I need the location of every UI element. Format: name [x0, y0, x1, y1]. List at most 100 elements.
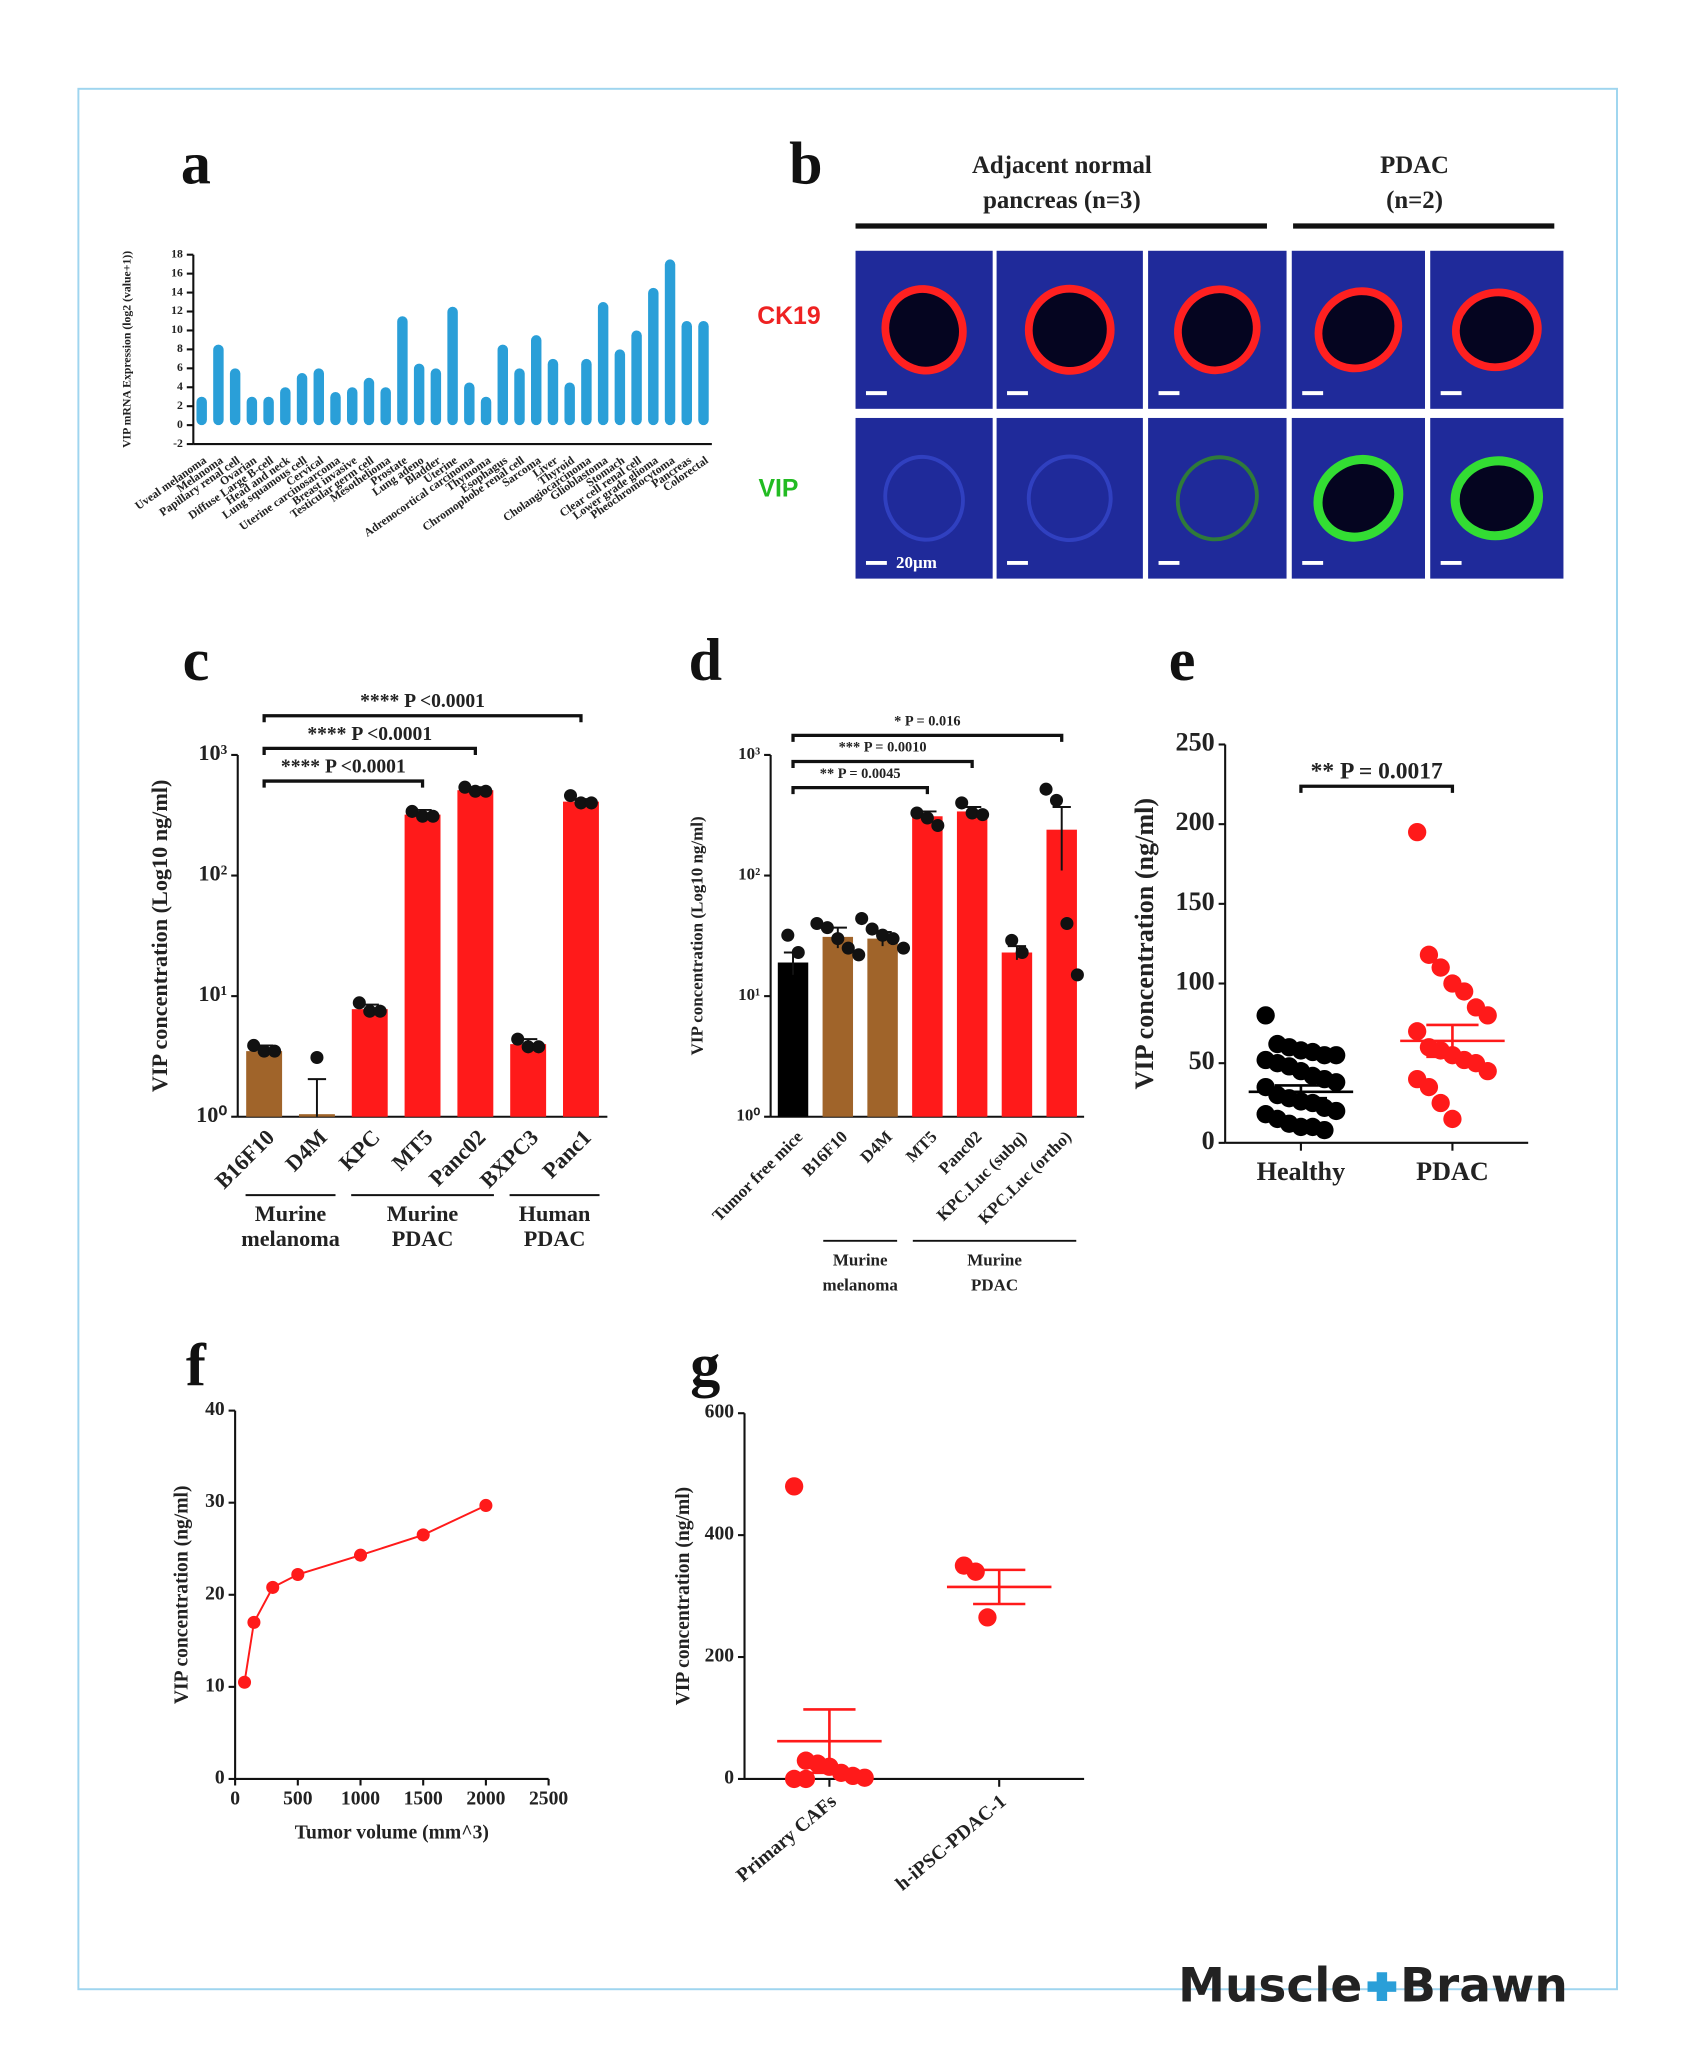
y-axis-label: VIP concentration (ng/ml) [1130, 798, 1159, 1090]
strip [514, 368, 525, 426]
data-point [405, 804, 419, 818]
strip [397, 316, 408, 426]
x-tick-label: Primary CAFs [733, 1791, 841, 1887]
strip [464, 382, 475, 426]
sig-bracket [262, 779, 425, 788]
strip [698, 320, 709, 426]
panel-letter: f [186, 1331, 207, 1398]
x-tick-label: 0 [230, 1788, 240, 1809]
data-point [416, 1528, 430, 1542]
y-tick-label: 200 [1176, 807, 1215, 836]
data-point [310, 1050, 324, 1065]
strip [347, 387, 358, 426]
error-bar [1052, 806, 1071, 871]
sig-label: ** P = 0.0045 [820, 766, 901, 782]
x-tick-label: D4M [280, 1124, 332, 1176]
data-point [1408, 1022, 1427, 1041]
y-tick-label: 10³ [198, 740, 227, 765]
x-tick-label: 500 [283, 1788, 313, 1809]
y-axis-label: VIP concentration (ng/ml) [171, 1485, 192, 1704]
strip [531, 335, 542, 426]
data-point [458, 780, 472, 794]
duct [1174, 285, 1261, 375]
data-point [237, 1675, 252, 1689]
y-axis-label: VIP concentration (Log10 ng/ml) [688, 816, 707, 1055]
group-label: PDAC [392, 1226, 454, 1251]
strip [614, 349, 626, 426]
data-point [1419, 945, 1439, 964]
y-tick-label: 18 [171, 247, 183, 260]
data-point [1443, 1109, 1462, 1129]
strip [664, 259, 676, 426]
strip [564, 382, 575, 426]
data-point [920, 811, 934, 825]
y-tick-label: 10² [738, 864, 760, 883]
y-tick-label: 30 [205, 1491, 225, 1512]
strip [413, 363, 425, 426]
strip [547, 358, 559, 426]
strip [229, 368, 241, 426]
strip [380, 387, 391, 426]
duct [1024, 284, 1115, 375]
y-tick-label: 6 [177, 361, 183, 374]
y-tick-label: 10 [171, 323, 183, 336]
data-point [1049, 793, 1064, 807]
data-point [820, 921, 834, 935]
bar [246, 1051, 283, 1117]
data-point [876, 928, 890, 942]
strip [263, 396, 274, 426]
y-tick-label: 0 [1202, 1126, 1215, 1155]
logo: Muscle Brawn [1178, 1959, 1568, 2014]
data-point [931, 818, 945, 833]
data-point [247, 1038, 261, 1052]
bar [956, 811, 988, 1117]
x-tick-label: Panc1 [537, 1124, 596, 1183]
bar [457, 790, 494, 1117]
sig-label: **** P <0.0001 [307, 724, 432, 745]
logo-plus [1376, 1972, 1388, 2001]
data-point [511, 1032, 525, 1046]
data-point [1478, 1006, 1497, 1025]
data-point [1015, 945, 1029, 960]
y-tick-label: 14 [171, 285, 183, 298]
strip [447, 306, 458, 426]
data-point [584, 796, 598, 810]
data-point [426, 809, 440, 823]
x-tick-label: MT5 [902, 1127, 941, 1166]
data-point [966, 1562, 985, 1581]
y-tick-label: 0 [215, 1767, 225, 1788]
data-point [1455, 982, 1474, 1001]
duct [1450, 456, 1544, 541]
data-point [257, 1044, 271, 1058]
y-tick-label: 8 [177, 342, 183, 355]
data-point [291, 1567, 305, 1582]
data-point [1315, 1120, 1334, 1140]
bar [351, 1009, 388, 1117]
bar [777, 962, 809, 1117]
group-label: melanoma [822, 1275, 898, 1294]
duct [881, 285, 967, 375]
logo-text: Brawn [1400, 1959, 1568, 2014]
y-tick-label: 0 [724, 1767, 734, 1788]
data-point [965, 806, 979, 820]
panel-letter: b [789, 130, 822, 197]
group-label: Murine [387, 1201, 459, 1226]
bar [404, 814, 441, 1117]
sig-bracket [262, 746, 477, 755]
y-axis-label: VIP concentration (Log10 ng/ml) [147, 780, 172, 1092]
data-point [266, 1580, 280, 1594]
data-point [1256, 1006, 1275, 1025]
sig-bracket [791, 759, 974, 768]
x-tick-label: 1000 [341, 1788, 380, 1809]
data-point [810, 916, 824, 931]
bar [822, 936, 854, 1117]
data-point [955, 796, 969, 810]
strip [597, 302, 609, 426]
y-tick-label: 10⁰ [736, 1106, 760, 1125]
bar [867, 938, 898, 1117]
data-point [1478, 1062, 1497, 1081]
row-label: VIP [758, 475, 798, 502]
y-tick-label: 0 [177, 418, 183, 431]
y-tick-label: 250 [1176, 727, 1215, 756]
